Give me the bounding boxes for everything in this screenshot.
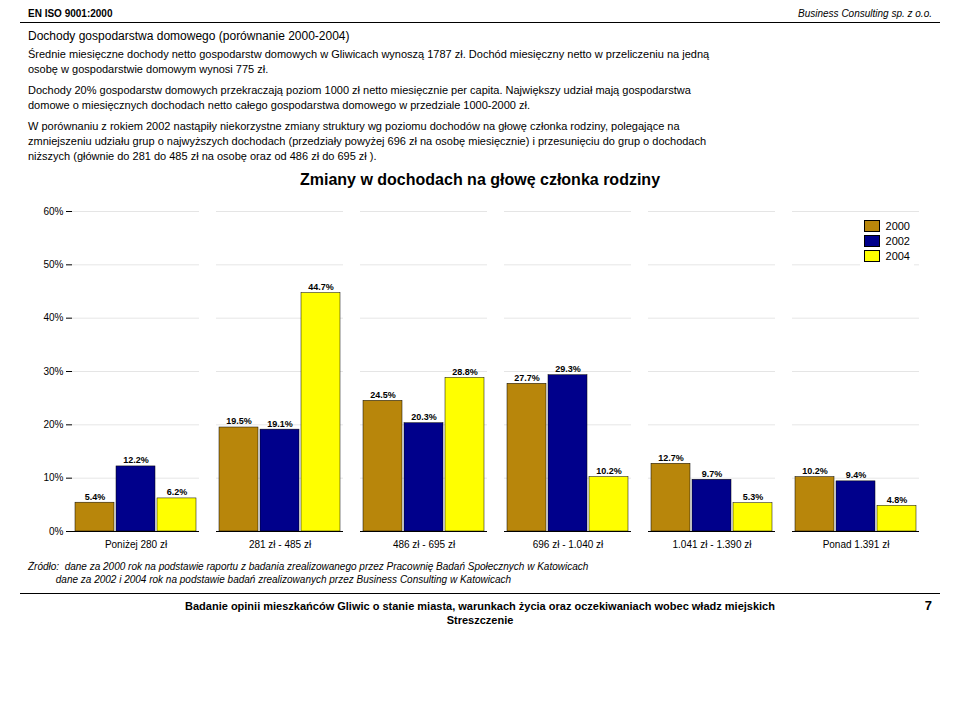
svg-text:486 zł - 695 zł: 486 zł - 695 zł [393, 538, 456, 549]
svg-text:29.3%: 29.3% [555, 364, 581, 374]
svg-text:4.8%: 4.8% [887, 495, 908, 505]
svg-text:281 zł - 485 zł: 281 zł - 485 zł [249, 538, 312, 549]
svg-text:Ponad 1.391 zł: Ponad 1.391 zł [823, 538, 890, 549]
svg-text:30%: 30% [43, 365, 63, 376]
svg-text:9.7%: 9.7% [702, 468, 723, 478]
svg-text:12.2%: 12.2% [123, 455, 149, 465]
svg-text:1.041 zł - 1.390 zł: 1.041 zł - 1.390 zł [673, 538, 753, 549]
html-text:7: 7 [924, 597, 932, 613]
svg-text:24.5%: 24.5% [370, 389, 396, 399]
svg-text:696 zł - 1.040 zł: 696 zł - 1.040 zł [533, 538, 604, 549]
html-text:Zmiany w dochodach na głowę cz: Zmiany w dochodach na głowę członka rodz… [300, 170, 660, 188]
svg-text:9.4%: 9.4% [846, 470, 867, 480]
html-text:2000: 2000 [885, 219, 910, 232]
html-text:2002: 2002 [885, 234, 910, 247]
html-text:Streszczenie: Streszczenie [446, 613, 514, 626]
svg-text:10.2%: 10.2% [802, 466, 828, 476]
html-text:Średnie miesięczne dochody net: Średnie miesięczne dochody netto gospoda… [28, 48, 710, 76]
html-text:EN ISO 9001:2000: EN ISO 9001:2000 [28, 8, 113, 19]
svg-text:6.2%: 6.2% [167, 487, 188, 497]
html-text:Źródło: dane za 2000 rok na po: Źródło: dane za 2000 rok na podstawie ra… [28, 560, 589, 572]
html-text:dane za 2002 i 2004 rok na pod: dane za 2002 i 2004 rok na podstawie bad… [28, 573, 512, 585]
svg-text:28.8%: 28.8% [452, 367, 478, 377]
svg-text:5.4%: 5.4% [85, 491, 106, 501]
html-text:Dochody 20% gospodarstw domowy: Dochody 20% gospodarstw domowych przekra… [28, 83, 691, 112]
svg-text:40%: 40% [43, 312, 63, 323]
svg-text:44.7%: 44.7% [308, 282, 334, 292]
svg-text:27.7%: 27.7% [514, 372, 540, 382]
html-text:Business Consulting sp. z o.o.: Business Consulting sp. z o.o. [798, 8, 932, 19]
svg-text:5.3%: 5.3% [743, 492, 764, 502]
svg-text:19.1%: 19.1% [267, 418, 293, 428]
svg-text:10%: 10% [43, 472, 63, 483]
svg-text:19.5%: 19.5% [226, 416, 252, 426]
svg-text:Poniżej 280 zł: Poniżej 280 zł [105, 538, 168, 549]
svg-text:50%: 50% [43, 259, 63, 270]
svg-text:10.2%: 10.2% [596, 466, 622, 476]
html-text:Badanie opinii mieszkańców Gli: Badanie opinii mieszkańców Gliwic o stan… [185, 599, 775, 612]
svg-text:20.3%: 20.3% [411, 412, 437, 422]
html-text:Dochody gospodarstwa domowego: Dochody gospodarstwa domowego (porównani… [28, 29, 350, 43]
html-text:2004: 2004 [885, 249, 910, 262]
html-text:W porównaniu z rokiem 2002 nas: W porównaniu z rokiem 2002 nastąpiły nie… [28, 119, 707, 163]
svg-text:60%: 60% [43, 205, 63, 216]
svg-text:20%: 20% [43, 419, 63, 430]
svg-text:0%: 0% [49, 525, 64, 536]
svg-text:12.7%: 12.7% [658, 452, 684, 462]
